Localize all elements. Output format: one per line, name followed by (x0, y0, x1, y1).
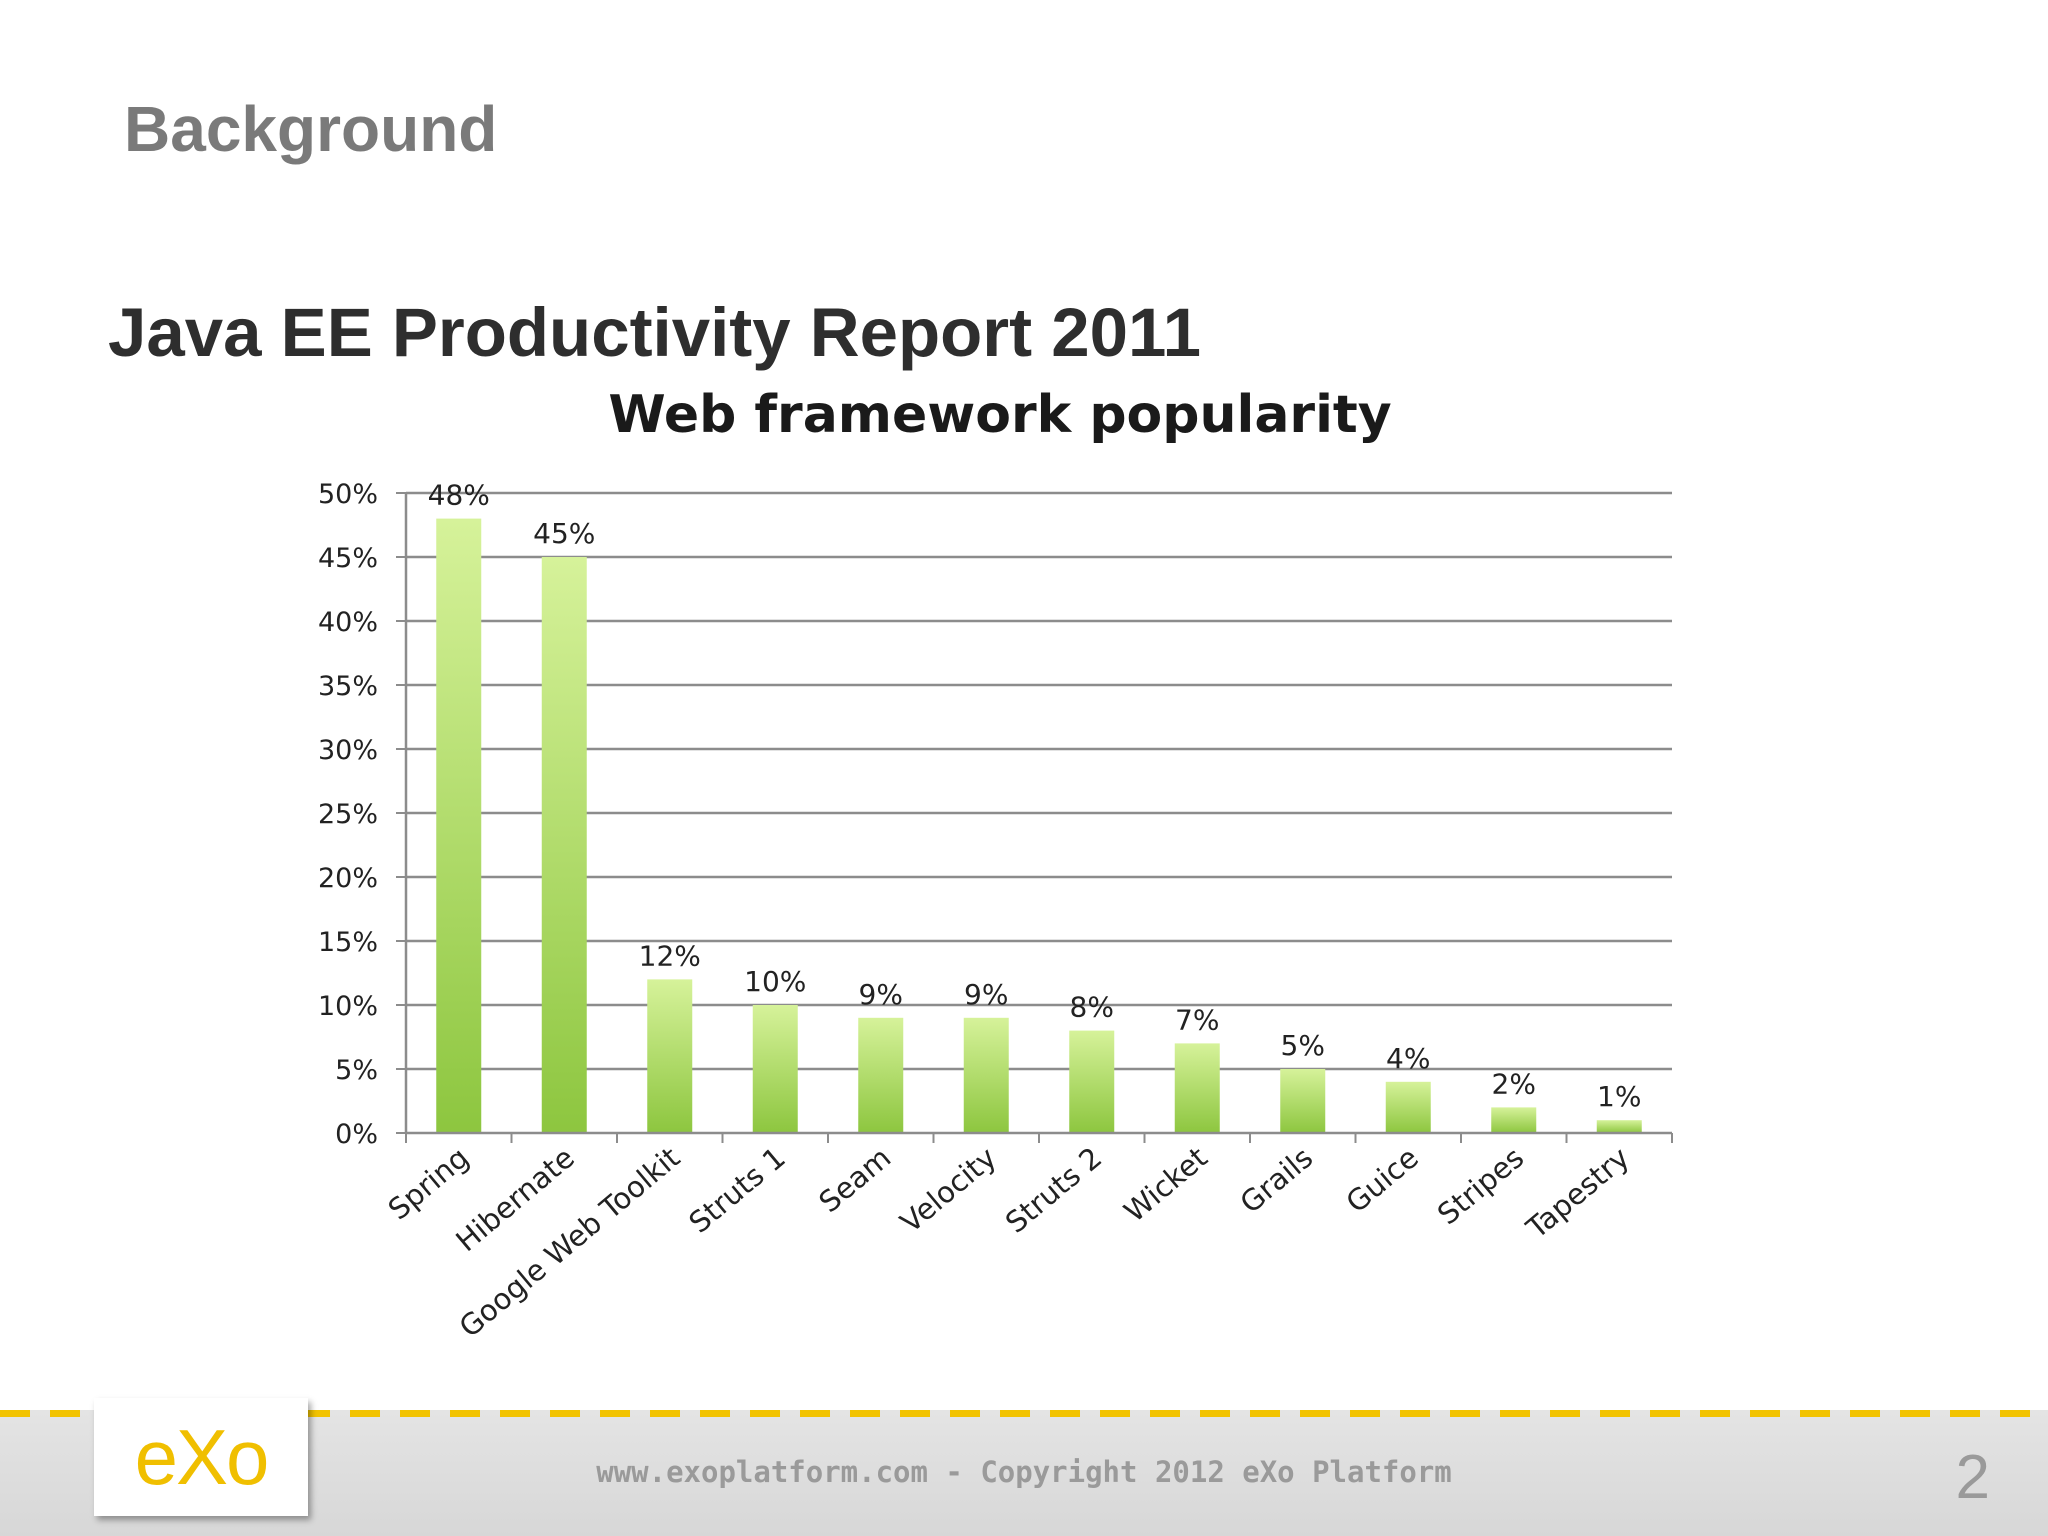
bars (436, 518, 1642, 1133)
data-label: 1% (1597, 1080, 1641, 1113)
footer-copyright: www.exoplatform.com - Copyright 2012 eXo… (596, 1455, 1452, 1489)
y-tick-label: 0% (335, 1119, 378, 1150)
data-label: 5% (1281, 1029, 1325, 1062)
category-label: Wicket (1118, 1140, 1214, 1228)
page-number: 2 (1955, 1443, 1990, 1512)
report-title: Java EE Productivity Report 2011 (108, 294, 1201, 371)
y-tick-label: 50% (318, 479, 378, 510)
y-tick-label: 45% (318, 543, 378, 574)
bar-chart: Web framework popularity 0% 5% 10% 15% 20% 25… (318, 385, 1673, 1344)
logo-text: eXo (134, 1412, 270, 1501)
bar-wicket (1174, 1043, 1220, 1133)
bar-spring (436, 518, 482, 1133)
bar-tapestry (1596, 1120, 1642, 1133)
y-tick-label: 40% (318, 607, 378, 638)
y-tick-label: 30% (318, 735, 378, 766)
bar-google-web-toolkit (647, 979, 693, 1133)
slide-heading: Background (124, 93, 498, 165)
data-label: 8% (1070, 991, 1114, 1024)
category-label: Velocity (894, 1140, 1003, 1239)
data-label: 2% (1492, 1067, 1536, 1100)
bar-struts-1 (752, 1005, 798, 1133)
bar-guice (1385, 1081, 1431, 1133)
bar-hibernate (541, 557, 587, 1133)
category-label: Spring (382, 1140, 476, 1226)
category-label: Grails (1234, 1140, 1320, 1220)
category-label: Guice (1340, 1140, 1425, 1219)
bar-stripes (1491, 1107, 1537, 1133)
footer-dashed-line (0, 1410, 2048, 1417)
y-tick-label: 10% (318, 991, 378, 1022)
bar-velocity (963, 1017, 1009, 1133)
data-label: 4% (1386, 1042, 1430, 1075)
data-label: 48% (428, 479, 490, 512)
bar-grails (1280, 1069, 1326, 1133)
axes (396, 492, 1673, 1143)
bar-struts-2 (1069, 1030, 1115, 1133)
exo-logo: eXo (94, 1398, 308, 1516)
data-label: 7% (1175, 1003, 1219, 1036)
category-label: Struts 2 (999, 1140, 1108, 1239)
category-label: Stripes (1431, 1140, 1530, 1231)
data-label: 12% (639, 939, 701, 972)
data-label: 45% (533, 517, 595, 550)
y-tick-label: 25% (318, 799, 378, 830)
data-label: 10% (744, 965, 806, 998)
chart-title: Web framework popularity (608, 385, 1391, 445)
category-label: Tapestry (1519, 1140, 1635, 1245)
y-tick-label: 35% (318, 671, 378, 702)
category-label: Seam (812, 1140, 897, 1219)
bar-seam (858, 1017, 904, 1133)
grid-lines (406, 491, 1672, 1071)
data-label: 9% (964, 978, 1008, 1011)
footer (0, 1410, 2048, 1536)
y-tick-label: 15% (318, 927, 378, 958)
y-tick-label: 5% (335, 1055, 378, 1086)
data-label: 9% (859, 978, 903, 1011)
y-tick-label: 20% (318, 863, 378, 894)
labels: 0% 5% 10% 15% 20% 25% 30% 35% 40% 45% 50% 48% Spring… (318, 479, 1641, 1344)
category-label: Struts 1 (682, 1140, 791, 1239)
